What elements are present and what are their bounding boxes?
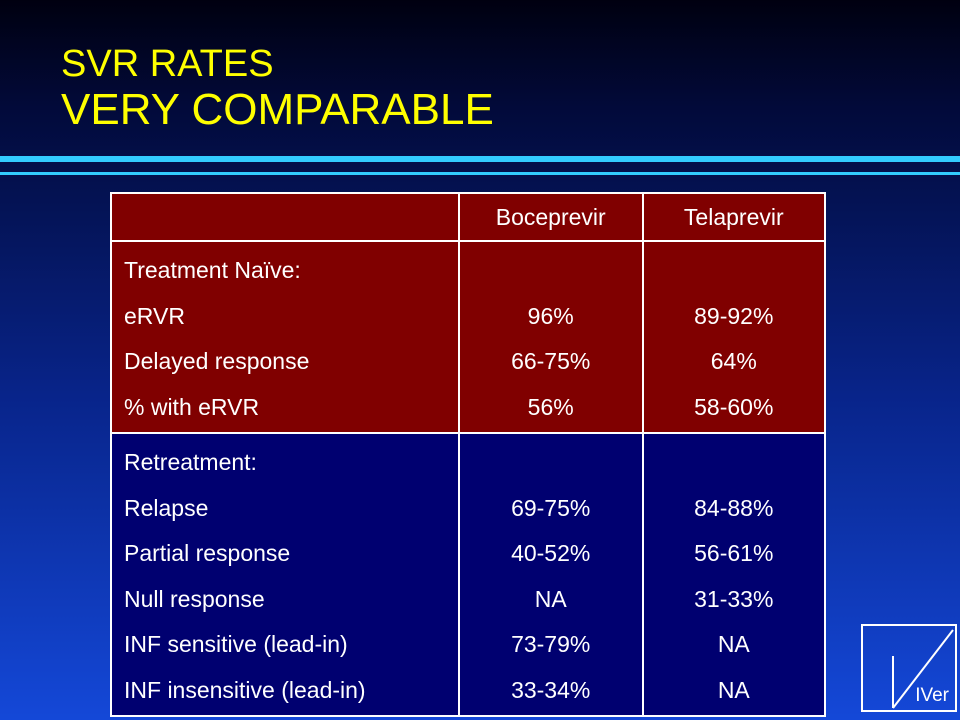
row-label: INF sensitive (lead-in) [124, 631, 348, 657]
row-label: Partial response [124, 540, 291, 566]
logo-mark-icon [892, 629, 954, 709]
title-line-1: SVR RATES [61, 43, 274, 85]
treatment-naive-telaprevir: 89-92% 64% 58-60% [641, 240, 827, 434]
telaprevir-value: NA [717, 631, 750, 657]
boceprevir-value: 33-34% [511, 676, 591, 703]
header-telaprevir: Telaprevir [641, 192, 827, 242]
logo-text: IVer [915, 685, 949, 706]
telaprevir-value [656, 440, 812, 486]
telaprevir-value: NA [717, 676, 750, 703]
boceprevir-value: 66-75% [511, 348, 591, 374]
row-label: Relapse [124, 494, 209, 521]
table-header-row: Boceprevir Telaprevir [110, 192, 827, 242]
row-label: Delayed response [124, 348, 310, 374]
title-divider-thick [0, 156, 960, 162]
row-label: % with eRVR [124, 393, 260, 420]
telaprevir-value [656, 248, 812, 294]
row-label: Treatment Naïve: [124, 257, 301, 283]
retreatment-boceprevir: 69-75% 40-52% NA 73-79% 33-34% [457, 432, 644, 717]
retreatment-telaprevir: 84-88% 56-61% 31-33% NA NA [641, 432, 827, 717]
telaprevir-value: 84-88% [694, 494, 774, 521]
boceprevir-value: 96% [527, 302, 574, 329]
boceprevir-value: 69-75% [511, 494, 591, 521]
boceprevir-value: 73-79% [511, 631, 591, 657]
svr-comparison-table: Boceprevir Telaprevir Treatment Naïve: e… [110, 192, 827, 717]
row-label: INF insensitive (lead-in) [124, 676, 366, 703]
header-boceprevir: Boceprevir [457, 192, 644, 242]
telaprevir-value: 31-33% [694, 585, 774, 612]
treatment-naive-section: Treatment Naïve: eRVR Delayed response %… [110, 240, 827, 434]
telaprevir-value: 58-60% [694, 393, 774, 420]
header-empty-cell [110, 192, 460, 242]
boceprevir-value: NA [534, 585, 567, 612]
row-label: Null response [124, 585, 265, 612]
treatment-naive-boceprevir: 96% 66-75% 56% [457, 240, 644, 434]
slide-title: SVR RATES VERY COMPARABLE [61, 43, 494, 134]
row-label: Retreatment: [124, 449, 257, 475]
row-label: eRVR [124, 302, 185, 329]
boceprevir-value: 40-52% [511, 540, 591, 566]
title-divider-thin [0, 172, 960, 175]
telaprevir-value: 64% [710, 348, 757, 374]
boceprevir-value [472, 440, 630, 486]
retreatment-section: Retreatment: Relapse Partial response Nu… [110, 432, 827, 717]
telaprevir-value: 89-92% [694, 302, 774, 329]
boceprevir-value: 56% [527, 393, 574, 420]
iver-logo: IVer [861, 624, 957, 712]
boceprevir-value [472, 248, 630, 294]
retreatment-labels: Retreatment: Relapse Partial response Nu… [110, 432, 460, 717]
telaprevir-value: 56-61% [694, 540, 774, 566]
title-line-2: VERY COMPARABLE [61, 84, 494, 134]
treatment-naive-labels: Treatment Naïve: eRVR Delayed response %… [110, 240, 460, 434]
